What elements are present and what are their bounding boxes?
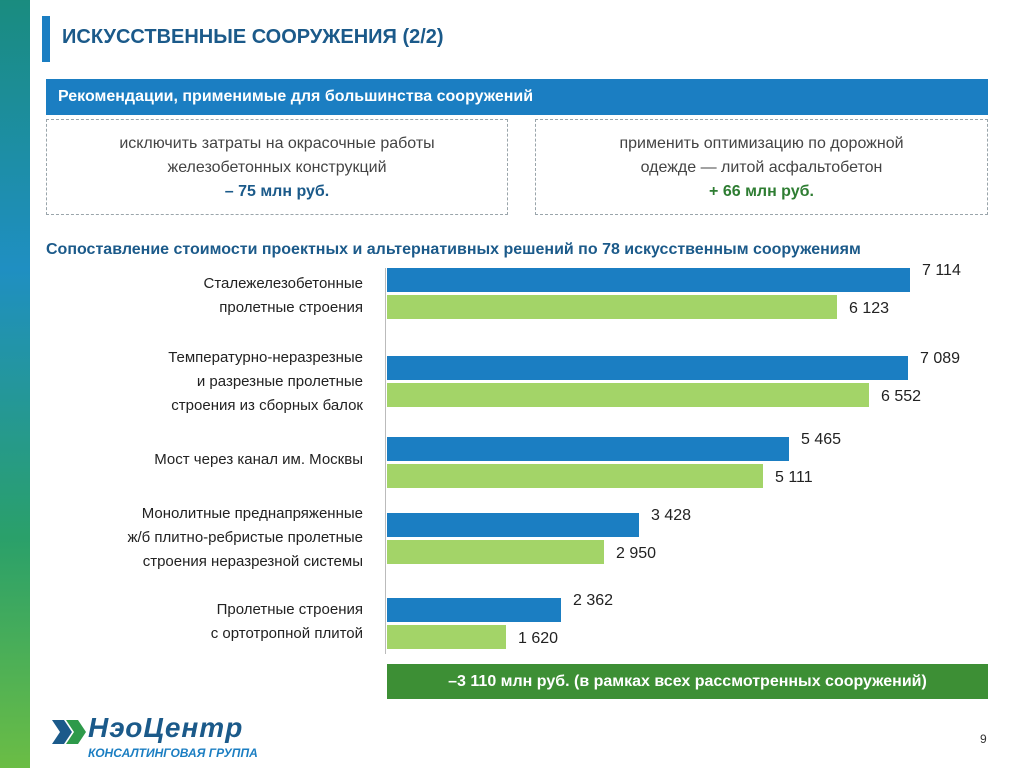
chart-axis-line — [385, 268, 386, 654]
recommendation-text-line: исключить затраты на окрасочные работы — [119, 135, 435, 152]
category-label-line: и разрезные пролетные — [196, 373, 363, 390]
bar-value-label: 7 089 — [920, 350, 961, 367]
category-label: Сталежелезобетонные пролетные строения — [204, 272, 364, 320]
category-label-line: строения неразрезной системы — [142, 553, 363, 570]
bar-value-label: 6 552 — [881, 388, 922, 405]
bar-value-label: 7 114 — [922, 262, 961, 279]
bar-value-label: 2 362 — [573, 592, 614, 609]
total-savings-banner: –3 110 млн руб. (в рамках всех рассмотре… — [387, 664, 988, 699]
recommendation-road-surface: применить оптимизацию по дорожной одежде… — [535, 119, 988, 215]
recommendation-amount: – 75 млн руб. — [224, 183, 330, 200]
bar-value-label: 5 111 — [775, 469, 813, 486]
bar-alternative — [387, 464, 763, 488]
bar-value-label: 6 123 — [849, 300, 890, 317]
bar-value-label: 2 950 — [616, 545, 657, 562]
recommendation-amount: + 66 млн руб. — [709, 183, 814, 200]
logo-mark-icon — [52, 720, 86, 744]
bar-project — [387, 356, 908, 380]
category-label-line: Температурно-неразрезные — [168, 349, 363, 366]
company-logo: НэоЦентр КОНСАЛТИНГОВАЯ ГРУППА — [50, 712, 270, 762]
category-label: Мост через канал им. Москвы — [154, 448, 363, 472]
bar-alternative — [387, 540, 604, 564]
bar-value-label: 5 465 — [801, 431, 842, 448]
bar-project — [387, 598, 561, 622]
recommendation-text-line: железобетонных конструкций — [167, 159, 387, 176]
bar-alternative — [387, 625, 506, 649]
bar-project — [387, 513, 639, 537]
category-label-line: Мост через канал им. Москвы — [154, 451, 363, 468]
category-label-line: Сталежелезобетонные — [203, 275, 364, 292]
recommendation-text-line: применить оптимизацию по дорожной — [619, 135, 904, 152]
recommendations-header: Рекомендации, применимые для большинства… — [46, 79, 988, 115]
logo-name: НэоЦентр — [88, 712, 244, 743]
bar-alternative — [387, 295, 837, 319]
logo-subtitle: КОНСАЛТИНГОВАЯ ГРУППА — [88, 746, 258, 760]
page-number: 9 — [980, 732, 987, 746]
category-label-line: пролетные строения — [219, 299, 363, 316]
bar-value-label: 1 620 — [518, 630, 559, 647]
title-accent-bar — [42, 16, 50, 62]
page-title: ИСКУССТВЕННЫЕ СООРУЖЕНИЯ (2/2) — [62, 26, 444, 48]
bar-project — [387, 268, 910, 292]
category-label-line: строения из сборных балок — [171, 397, 363, 414]
category-label-line: с ортотропной плитой — [210, 625, 363, 642]
decorative-side-strip — [0, 0, 30, 768]
category-label-line: ж/б плитно-ребристые пролетные — [127, 529, 363, 546]
bar-alternative — [387, 383, 869, 407]
category-label-line: Монолитные преднапряженные — [141, 505, 363, 522]
recommendation-text-line: одежде — литой асфальтобетон — [640, 159, 883, 176]
category-label: Монолитные преднапряженные ж/б плитно-реб… — [127, 502, 363, 574]
category-label: Пролетные строения с ортотропной плитой — [211, 598, 363, 646]
category-label: Температурно-неразрезные и разрезные прол… — [168, 346, 363, 418]
recommendation-paint-costs: исключить затраты на окрасочные работы ж… — [46, 119, 508, 215]
bar-project — [387, 437, 789, 461]
bar-value-label: 3 428 — [651, 507, 692, 524]
category-label-line: Пролетные строения — [216, 601, 363, 618]
chart-title: Сопоставление стоимости проектных и альт… — [46, 241, 861, 258]
